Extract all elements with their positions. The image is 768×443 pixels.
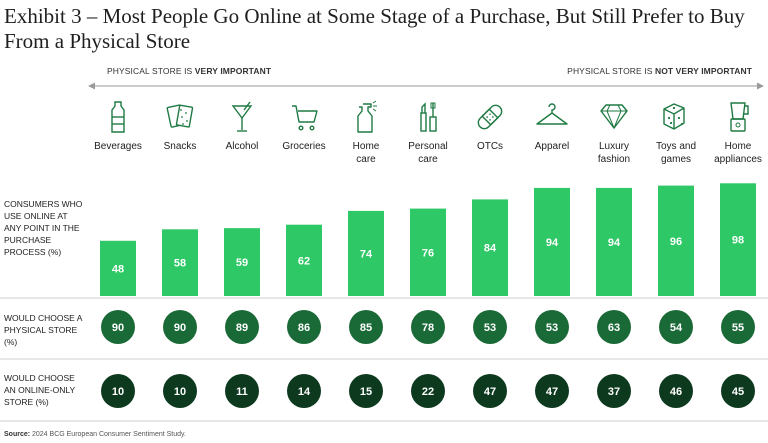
online-only-value: 14 [298,386,311,398]
physical-store-value: 85 [360,322,372,334]
dice-icon [663,103,685,130]
category-label: Groceries [282,141,325,152]
bar-value-label: 76 [422,247,434,259]
online-only-value: 47 [546,386,558,398]
circle-physical-store [101,310,135,344]
physical-store-value: 89 [236,322,248,334]
bar-value-label: 74 [360,248,373,260]
scale-left-label: PHYSICAL STORE IS VERY IMPORTANT [107,66,272,76]
scale-arrow [88,82,764,90]
circle-physical-store [473,310,507,344]
online-only-value: 47 [484,386,496,398]
online-only-value: 45 [732,386,744,398]
bar-online [286,224,322,296]
physical-store-value: 53 [546,322,558,334]
online-only-value: 10 [174,386,186,398]
circle-physical-store [225,310,259,344]
shopping-cart-icon [292,105,318,131]
blender-icon [730,102,749,132]
scale-right-label: PHYSICAL STORE IS NOT VERY IMPORTANT [567,66,752,76]
chart-title: Exhibit 3 – Most People Go Online at Som… [4,4,745,53]
bar-value-label: 58 [174,258,186,270]
cocktail-icon [231,101,253,132]
diamond-icon [600,104,628,130]
circle-physical-store [349,310,383,344]
physical-store-value: 78 [422,322,434,334]
source-note: Source: 2024 BCG European Consumer Senti… [4,431,186,438]
hanger-icon [536,103,568,125]
category-label: Luxury fashion [598,141,630,165]
physical-store-value: 54 [670,322,683,334]
circle-online-only [101,374,135,408]
bar-online [472,199,508,296]
circle-online-only [349,374,383,408]
circle-physical-store [287,310,321,344]
online-only-value: 10 [112,386,124,398]
physical-store-value: 90 [112,322,124,334]
circle-physical-store [721,310,755,344]
category-label: Beverages [94,141,142,152]
spray-bottle-icon [357,100,377,133]
cosmetics-icon [420,102,437,132]
bar-online [596,187,632,296]
row-label-online-only: WOULD CHOOSE AN ONLINE-ONLY STORE (%) [4,373,76,407]
bar-value-label: 96 [670,236,682,248]
bar-online [348,210,384,296]
bar-online [224,228,260,296]
circle-physical-store [411,310,445,344]
circle-physical-store [659,310,693,344]
category-label: Snacks [164,141,197,152]
bar-value-label: 98 [732,235,744,247]
category-label: Personal care [408,141,447,165]
circle-online-only [597,374,631,408]
category-label: Apparel [535,141,569,152]
physical-store-value: 55 [732,322,744,334]
circle-online-only [473,374,507,408]
bar-value-label: 84 [484,243,497,255]
bar-online [720,183,756,296]
bar-value-label: 59 [236,257,248,269]
category-label: Home appliances [714,141,762,165]
circle-online-only [721,374,755,408]
row-label-physical: WOULD CHOOSE A PHYSICAL STORE (%) [4,313,82,347]
bottle-icon [111,101,125,133]
online-only-value: 37 [608,386,620,398]
bandage-icon [477,104,503,130]
category-label: Alcohol [226,141,259,152]
bar-online [100,240,136,296]
snacks-icon [166,104,194,128]
bar-online [658,185,694,296]
bar-online [162,229,198,296]
physical-store-value: 63 [608,322,620,334]
online-only-value: 46 [670,386,682,398]
bar-value-label: 62 [298,255,310,267]
online-only-value: 15 [360,386,372,398]
circle-online-only [535,374,569,408]
online-only-value: 22 [422,386,434,398]
bar-online [534,187,570,296]
circle-online-only [225,374,259,408]
physical-store-value: 53 [484,322,496,334]
circle-online-only [659,374,693,408]
online-only-value: 11 [236,386,248,398]
category-label: Home care [353,141,380,165]
bar-online [410,208,446,296]
circle-physical-store [597,310,631,344]
bar-value-label: 48 [112,263,124,275]
circle-physical-store [535,310,569,344]
bar-value-label: 94 [608,237,621,249]
physical-store-value: 90 [174,322,186,334]
physical-store-value: 86 [298,322,310,334]
circle-physical-store [163,310,197,344]
circle-online-only [163,374,197,408]
category-label: Toys and games [656,141,696,165]
row-label-online: CONSUMERS WHO USE ONLINE AT ANY POINT IN… [4,199,83,257]
category-label: OTCs [477,141,503,152]
bar-value-label: 94 [546,237,559,249]
circle-online-only [287,374,321,408]
circle-online-only [411,374,445,408]
